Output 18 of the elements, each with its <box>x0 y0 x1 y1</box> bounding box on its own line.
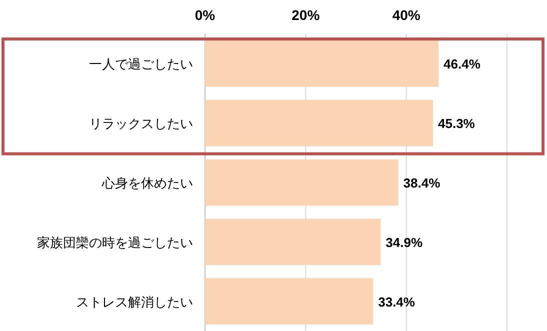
y-tick-label: 家族団欒の時を過ごしたい <box>37 234 193 250</box>
y-tick-label: 一人で過ごしたい <box>89 56 193 72</box>
data-label: 33.4% <box>378 294 416 310</box>
bar <box>205 40 439 87</box>
bar <box>205 278 374 324</box>
bar <box>205 218 381 266</box>
x-tick-label: 0% <box>194 7 216 23</box>
y-tick-label: 心身を休めたい <box>101 176 193 190</box>
bar <box>205 159 398 206</box>
x-tick-label: 20% <box>292 7 320 23</box>
data-label: 38.4% <box>403 176 441 190</box>
data-label: 45.3% <box>438 116 476 132</box>
data-label: 46.4% <box>444 56 481 72</box>
x-tick-label: 40% <box>392 7 421 23</box>
y-tick-label: ストレス解消したい <box>76 294 193 310</box>
y-tick-label: リラックスしたい <box>89 116 193 132</box>
data-label: 34.9% <box>386 234 423 250</box>
bar <box>205 100 434 146</box>
